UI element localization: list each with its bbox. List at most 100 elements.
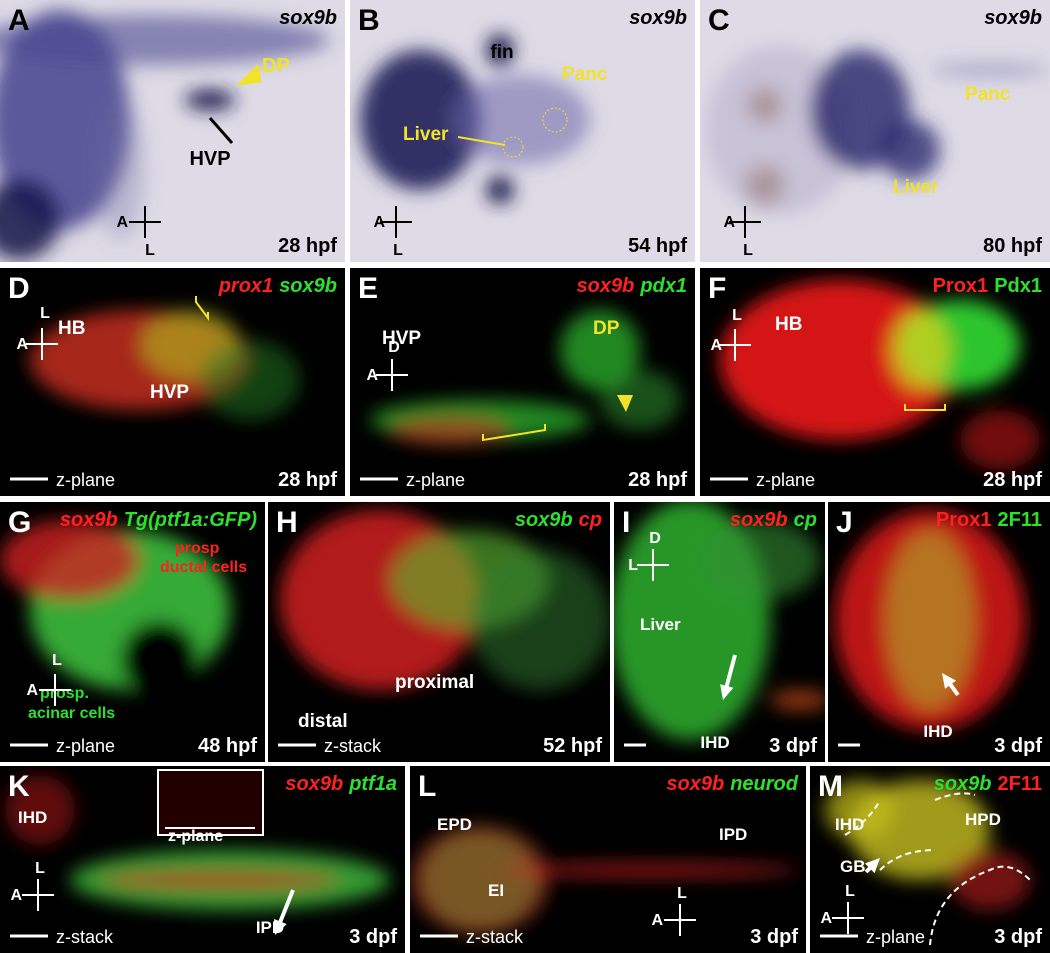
gene-label: neurod: [730, 773, 799, 795]
gene-label: sox9b: [515, 509, 573, 531]
stage-label: 28 hpf: [628, 469, 687, 491]
dashed-outline: [844, 799, 881, 836]
image-content: [825, 780, 1030, 910]
stage-label: 28 hpf: [983, 469, 1042, 491]
gene-labels: sox9b 2F11: [934, 773, 1042, 795]
annotations: [195, 296, 209, 321]
gene-label: pdx1: [639, 275, 687, 297]
arrow-head: [720, 684, 734, 700]
panel-letter: G: [8, 506, 31, 539]
tissue: [880, 120, 940, 180]
tissue: [890, 310, 950, 390]
gene-labels: sox9b neurod: [666, 773, 798, 795]
bracket: [904, 404, 946, 411]
gene-labels: prox1 sox9b: [218, 275, 337, 297]
annotation-label: EPD: [437, 815, 472, 834]
panel-letter: K: [8, 770, 30, 803]
annotation-label: EI: [488, 881, 504, 900]
gene-labels: sox9b: [279, 7, 337, 29]
stage-label: 52 hpf: [543, 735, 602, 757]
panel-letter: I: [622, 506, 630, 539]
tissue: [720, 280, 960, 440]
pointer: [457, 136, 506, 146]
gene-label: sox9b: [666, 773, 724, 795]
gene-label: sox9b: [934, 773, 992, 795]
arrow-head: [942, 673, 957, 689]
axis-letter: A: [366, 367, 378, 384]
arrow-head: [274, 919, 287, 935]
tissue: [486, 176, 514, 204]
axis-letter: L: [677, 885, 687, 902]
annotation-label: z-plane: [168, 828, 223, 845]
imaging-plane: z-plane: [56, 736, 115, 756]
axis-letter: L: [732, 307, 742, 324]
annotation-label: Liver: [893, 177, 939, 198]
tissue: [770, 690, 825, 710]
outline: [502, 136, 524, 158]
inset: [157, 769, 264, 836]
axis-letter: L: [145, 242, 155, 259]
tissue: [825, 780, 895, 840]
gene-label: sox9b: [730, 509, 788, 531]
annotation-label: proximal: [395, 672, 474, 693]
tissue: [0, 520, 140, 600]
axis-letter: L: [743, 242, 753, 259]
annotations: [157, 769, 295, 935]
annotation-label: HB: [775, 314, 802, 335]
stage-label: 3 dpf: [994, 926, 1042, 948]
arrowhead: [236, 64, 262, 86]
annotation-label: IPD: [719, 825, 747, 844]
panel-letter: H: [276, 506, 298, 539]
image-content: [0, 520, 230, 700]
imaging-plane: z-plane: [756, 470, 815, 490]
gene-labels: sox9b pdx1: [577, 275, 688, 297]
axis-letter: L: [40, 305, 50, 322]
annotations: [904, 404, 946, 411]
annotations: [208, 64, 262, 144]
imaging-plane: z-plane: [866, 927, 925, 947]
annotations: [844, 792, 1031, 946]
annotation-label: IHD: [835, 815, 864, 834]
annotations: [457, 107, 568, 158]
annotations: [942, 673, 960, 697]
annotation-label: ductal cells: [160, 559, 247, 576]
arrow-shaft: [278, 889, 295, 923]
tissue: [486, 34, 514, 66]
axis-letter: A: [116, 214, 128, 231]
stage-label: 3 dpf: [750, 926, 798, 948]
stage-label: 80 hpf: [983, 235, 1042, 257]
gene-label: sox9b: [629, 7, 687, 29]
dashed-outline: [879, 849, 936, 871]
axis-letter: A: [16, 336, 28, 353]
bracket: [482, 424, 546, 442]
gene-label: Tg(ptf1a:GFP): [124, 509, 258, 531]
tissue: [390, 415, 510, 445]
annotations: [720, 654, 737, 700]
panel-letter: J: [836, 506, 853, 539]
panel: J Prox1 2F11 IHD 3 dpf: [828, 502, 1050, 762]
gene-label: cp: [579, 509, 602, 531]
image-content: [0, 10, 330, 260]
tissue: [960, 410, 1040, 470]
tissue: [100, 870, 340, 890]
image-content: [280, 510, 610, 690]
annotation-label: HPD: [965, 810, 1001, 829]
annotation-label: DP: [262, 55, 290, 77]
tissue: [747, 87, 783, 123]
gene-label: 2F11: [998, 773, 1042, 795]
annotation-label: fin: [490, 42, 513, 63]
annotation-label: IHD: [18, 808, 47, 827]
annotation-label: IHD: [923, 722, 952, 741]
annotation-label: HB: [58, 318, 85, 339]
arrow-shaft: [724, 654, 737, 687]
tissue: [410, 825, 550, 935]
axis-letter: A: [710, 337, 722, 354]
imaging-plane: z-stack: [56, 927, 114, 947]
annotation-label: Panc: [562, 64, 608, 85]
image-content: [705, 45, 1050, 215]
panel-letter: D: [8, 272, 30, 305]
